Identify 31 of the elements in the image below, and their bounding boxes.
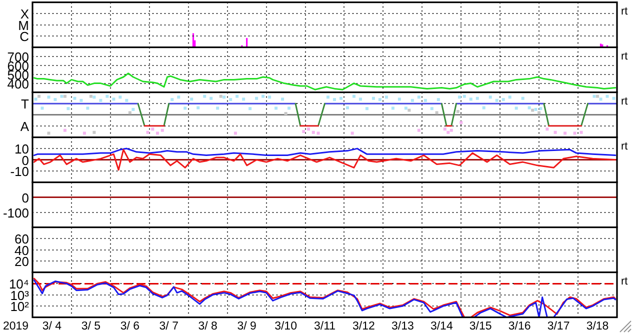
x-tick-label: 3/15	[469, 320, 492, 332]
y-tick-label: -10	[10, 164, 29, 179]
x-tick-label: 3/14	[430, 320, 454, 332]
ref-line-label: A	[20, 118, 30, 134]
y-tick-label: 10	[14, 141, 29, 156]
x-tick-label: 3/ 9	[237, 320, 256, 332]
x-tick-label: 3/17	[547, 320, 570, 332]
x-tick-label: 3/16	[508, 320, 531, 332]
x-tick-label: 3/11	[314, 320, 336, 332]
y-tick-label: 60	[14, 231, 29, 246]
x-tick-label: 3/ 6	[120, 320, 140, 332]
x-tick-label: 3/ 4	[42, 320, 62, 332]
x-tick-label: 3/13	[391, 320, 414, 332]
y-tick-label: 10²	[10, 298, 30, 314]
x-tick-label: 3/ 8	[198, 320, 218, 332]
x-tick-label: 3/ 7	[159, 320, 178, 332]
text: rt	[621, 95, 628, 108]
y-tick-label: -100	[2, 204, 29, 220]
text: rt	[621, 140, 628, 152]
x-tick-label: 3/10	[274, 320, 297, 332]
text: rt	[621, 50, 628, 62]
y-tick-label: 10⁴	[8, 276, 29, 292]
y-tick-label: 0	[22, 190, 29, 205]
x-tick-label: 3/18	[586, 320, 609, 332]
text: rt	[621, 5, 628, 18]
text: rt	[621, 275, 628, 288]
x-tick-label: 3/ 5	[81, 320, 101, 332]
ref-line-label: T	[21, 96, 30, 112]
x-tick-label: 3/12	[352, 320, 375, 332]
x-axis-title: 2019	[3, 320, 29, 332]
y-tick-label: 20	[14, 254, 29, 269]
